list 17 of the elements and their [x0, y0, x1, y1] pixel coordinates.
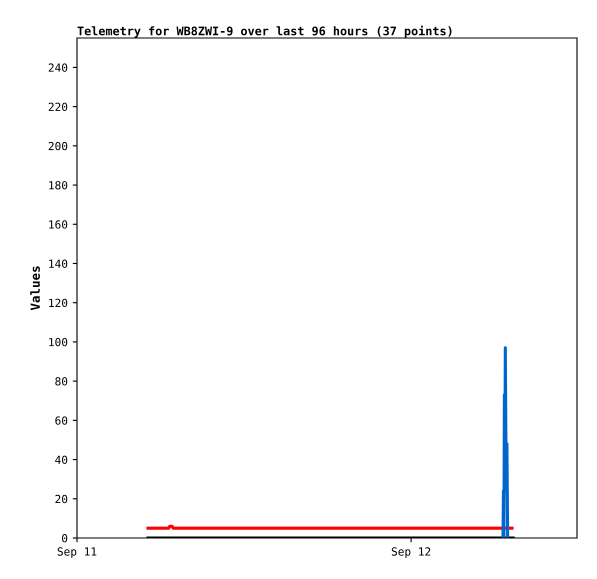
y-tick-label: 20 — [55, 494, 68, 504]
x-tick-label: Sep 11 — [58, 547, 96, 558]
y-tick-label: 100 — [49, 338, 68, 346]
y-tick-label: 120 — [49, 298, 68, 308]
y-tick-label: 180 — [49, 181, 68, 190]
y-tick-label: 140 — [49, 259, 68, 268]
y-tick-label: 0 — [62, 534, 68, 542]
y-tick-label: 60 — [55, 416, 68, 425]
y-tick-label: 220 — [48, 102, 68, 112]
y-tick-label: 80 — [55, 377, 68, 386]
y-tick-label: 160 — [49, 220, 68, 229]
y-tick-label: 240 — [48, 63, 68, 72]
y-tick-label: 40 — [55, 456, 68, 464]
y-tick-label: 200 — [48, 142, 68, 150]
chart-title: Telemetry for WB8ZWI-9 over last 96 hours (37 points) — [78, 26, 452, 38]
y-axis-title: Values — [30, 266, 40, 310]
x-tick-label: Sep 12 — [392, 547, 430, 558]
